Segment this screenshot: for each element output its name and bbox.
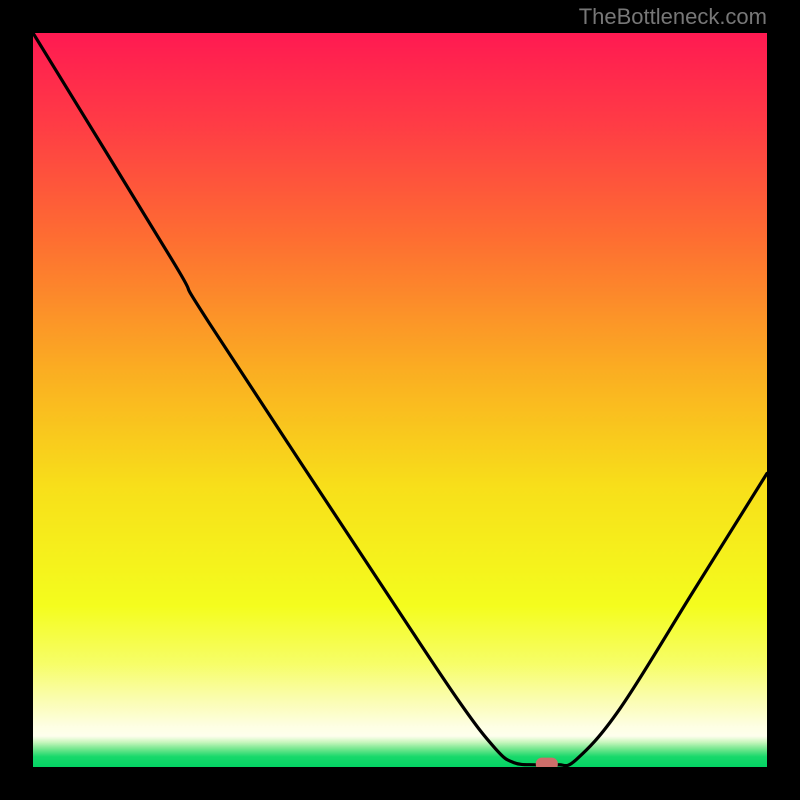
chart-container: TheBottleneck.com bbox=[0, 0, 800, 800]
watermark-text: TheBottleneck.com bbox=[579, 4, 767, 30]
plot-area bbox=[33, 33, 767, 767]
gradient-background bbox=[33, 33, 767, 767]
